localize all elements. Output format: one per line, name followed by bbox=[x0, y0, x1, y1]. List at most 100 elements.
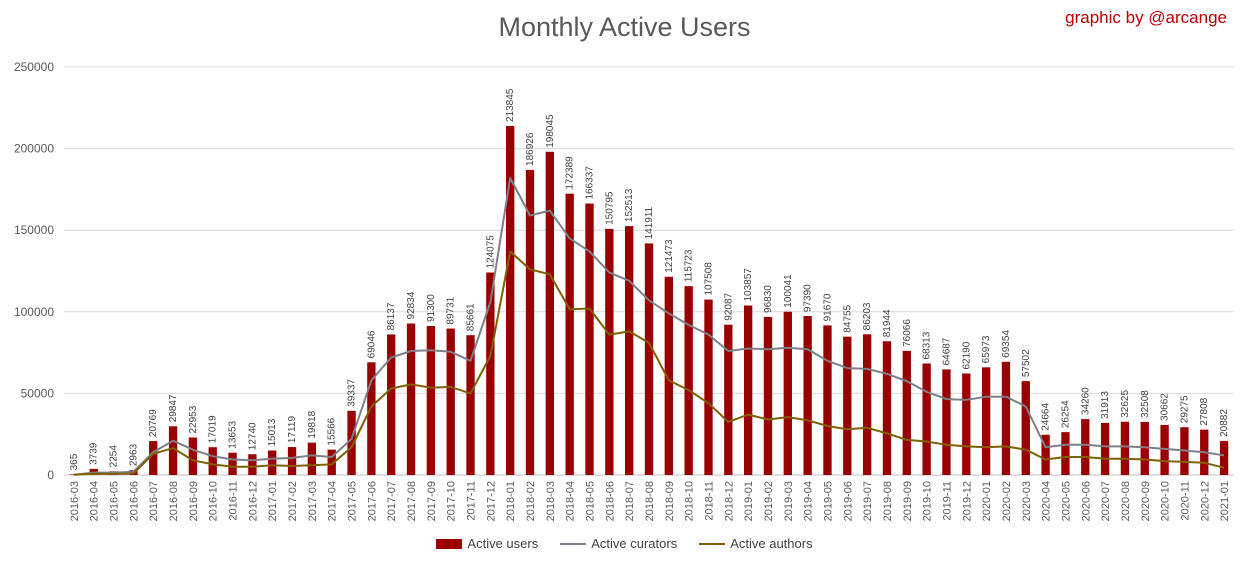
x-tick-label: 2016-08 bbox=[168, 481, 180, 521]
chart-title: Monthly Active Users bbox=[498, 12, 751, 42]
data-label: 17119 bbox=[287, 416, 298, 444]
data-label: 24664 bbox=[1041, 403, 1052, 431]
bar bbox=[347, 410, 356, 475]
data-label: 29275 bbox=[1179, 395, 1190, 423]
bar bbox=[565, 193, 574, 476]
bar bbox=[902, 350, 911, 475]
bar bbox=[188, 437, 198, 475]
data-label: 97390 bbox=[803, 284, 814, 312]
x-tick-label: 2020-04 bbox=[1041, 481, 1053, 521]
data-label: 62190 bbox=[961, 341, 972, 369]
data-label: 141911 bbox=[644, 206, 655, 239]
x-tick-label: 2018-12 bbox=[723, 481, 735, 521]
bar bbox=[268, 450, 277, 475]
bar bbox=[981, 367, 991, 475]
x-tick-label: 2016-11 bbox=[228, 481, 240, 521]
data-label: 115723 bbox=[684, 249, 695, 282]
bar bbox=[426, 325, 436, 475]
legend-swatch-authors bbox=[699, 542, 726, 545]
bar bbox=[803, 316, 812, 475]
data-label: 15566 bbox=[327, 417, 338, 445]
legend-label-curators: Active curators bbox=[591, 536, 678, 551]
legend-swatch-users bbox=[436, 538, 463, 549]
legend-item-authors: Active authors bbox=[699, 536, 813, 551]
bar bbox=[882, 341, 892, 475]
x-tick-label: 2017-02 bbox=[287, 481, 299, 521]
bar bbox=[1081, 419, 1090, 475]
bar bbox=[962, 373, 971, 475]
legend-label-authors: Active authors bbox=[730, 536, 813, 551]
x-tick-label: 2016-10 bbox=[208, 481, 220, 521]
bar bbox=[1120, 421, 1130, 475]
data-label: 68313 bbox=[922, 331, 933, 359]
bar bbox=[763, 316, 773, 475]
bar bbox=[307, 442, 317, 475]
x-tick-label: 2019-02 bbox=[763, 481, 775, 521]
bar bbox=[743, 305, 753, 475]
legend-label-users: Active users bbox=[467, 536, 539, 551]
data-label: 107508 bbox=[703, 262, 714, 296]
x-tick-label: 2019-05 bbox=[822, 481, 834, 521]
data-label: 81944 bbox=[882, 309, 893, 337]
data-label: 69354 bbox=[1001, 330, 1012, 358]
y-tick-label: 0 bbox=[47, 468, 54, 482]
x-tick-label: 2019-09 bbox=[902, 481, 914, 521]
x-tick-label: 2020-03 bbox=[1021, 481, 1033, 521]
x-tick-label: 2016-09 bbox=[188, 481, 200, 521]
data-label: 365 bbox=[69, 453, 80, 470]
x-tick-label: 2017-09 bbox=[426, 481, 438, 521]
x-tick-label: 2016-07 bbox=[148, 481, 160, 521]
x-tick-label: 2020-06 bbox=[1080, 481, 1092, 521]
x-tick-label: 2021-01 bbox=[1219, 481, 1231, 521]
x-tick-label: 2017-08 bbox=[406, 481, 418, 521]
data-label: 17019 bbox=[208, 415, 219, 443]
data-label: 91300 bbox=[426, 294, 437, 322]
x-tick-label: 2019-07 bbox=[862, 481, 874, 521]
bar bbox=[287, 447, 297, 475]
data-label: 69046 bbox=[366, 330, 377, 358]
y-tick-label: 250000 bbox=[14, 60, 54, 74]
bar bbox=[704, 299, 713, 475]
bar bbox=[486, 272, 495, 475]
data-label: 166337 bbox=[585, 166, 596, 200]
bar bbox=[1041, 434, 1050, 475]
data-label: 2254 bbox=[109, 445, 120, 468]
x-tick-label: 2018-02 bbox=[525, 481, 537, 521]
x-tick-label: 2018-11 bbox=[703, 481, 715, 521]
data-label: 92834 bbox=[406, 291, 417, 319]
data-label: 86203 bbox=[862, 302, 873, 330]
x-tick-label: 2018-07 bbox=[624, 481, 636, 521]
x-tick-label: 2018-10 bbox=[684, 481, 696, 521]
bar bbox=[1160, 424, 1169, 475]
x-tick-label: 2017-06 bbox=[366, 481, 378, 521]
data-label: 20882 bbox=[1219, 409, 1230, 437]
data-label: 30662 bbox=[1160, 393, 1171, 421]
bar bbox=[367, 362, 376, 475]
bar bbox=[545, 151, 555, 475]
x-tick-label: 2017-01 bbox=[267, 481, 279, 521]
x-tick-label: 2016-03 bbox=[69, 481, 81, 521]
x-tick-label: 2020-02 bbox=[1001, 481, 1013, 521]
data-label: 22953 bbox=[188, 405, 199, 433]
bar bbox=[783, 311, 792, 475]
data-label: 32625 bbox=[1120, 390, 1131, 418]
data-label: 20769 bbox=[148, 409, 159, 437]
bar bbox=[862, 334, 872, 475]
data-label: 76066 bbox=[902, 319, 913, 347]
bar bbox=[466, 335, 475, 475]
bar bbox=[327, 449, 336, 475]
x-tick-label: 2020-01 bbox=[981, 481, 993, 521]
data-label: 29847 bbox=[168, 394, 179, 422]
x-tick-label: 2017-03 bbox=[307, 481, 319, 521]
bar bbox=[1021, 381, 1030, 475]
x-tick-label: 2016-12 bbox=[247, 481, 259, 521]
bar bbox=[585, 203, 594, 475]
bar bbox=[724, 324, 733, 475]
x-tick-label: 2020-07 bbox=[1100, 481, 1112, 521]
y-tick-label: 150000 bbox=[14, 223, 54, 237]
bar bbox=[823, 325, 832, 475]
data-label: 103857 bbox=[743, 268, 754, 302]
x-tick-label: 2020-05 bbox=[1060, 481, 1072, 521]
data-label: 89731 bbox=[446, 296, 457, 324]
bar bbox=[446, 328, 455, 475]
